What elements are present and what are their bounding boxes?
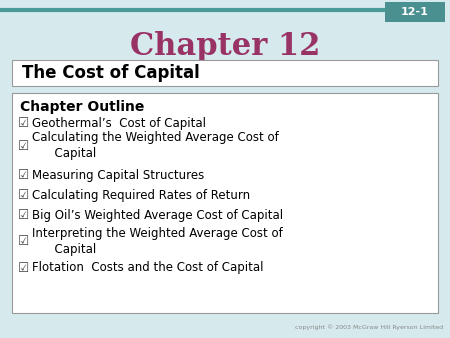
Text: ☑: ☑ [18, 235, 30, 247]
Text: Calculating the Weighted Average Cost of
      Capital: Calculating the Weighted Average Cost of… [32, 131, 279, 161]
Text: ☑: ☑ [18, 169, 30, 182]
Text: ☑: ☑ [18, 117, 30, 129]
Text: Geothermal’s  Cost of Capital: Geothermal’s Cost of Capital [32, 117, 206, 129]
Text: ☑: ☑ [18, 262, 30, 274]
Text: Chapter Outline: Chapter Outline [20, 100, 144, 114]
Text: Calculating Required Rates of Return: Calculating Required Rates of Return [32, 189, 250, 201]
Text: Measuring Capital Structures: Measuring Capital Structures [32, 169, 204, 182]
Text: Chapter 12: Chapter 12 [130, 31, 320, 63]
Text: ☑: ☑ [18, 189, 30, 201]
Text: The Cost of Capital: The Cost of Capital [22, 64, 200, 82]
FancyBboxPatch shape [385, 2, 445, 22]
Text: Flotation  Costs and the Cost of Capital: Flotation Costs and the Cost of Capital [32, 262, 264, 274]
FancyBboxPatch shape [12, 93, 438, 313]
Text: Big Oil’s Weighted Average Cost of Capital: Big Oil’s Weighted Average Cost of Capit… [32, 209, 283, 221]
Text: Interpreting the Weighted Average Cost of
      Capital: Interpreting the Weighted Average Cost o… [32, 226, 283, 256]
Text: ☑: ☑ [18, 140, 30, 152]
Text: copyright © 2003 McGraw Hill Ryerson Limited: copyright © 2003 McGraw Hill Ryerson Lim… [295, 324, 443, 330]
Text: 12-1: 12-1 [401, 7, 429, 17]
FancyBboxPatch shape [12, 60, 438, 86]
Text: ☑: ☑ [18, 209, 30, 221]
